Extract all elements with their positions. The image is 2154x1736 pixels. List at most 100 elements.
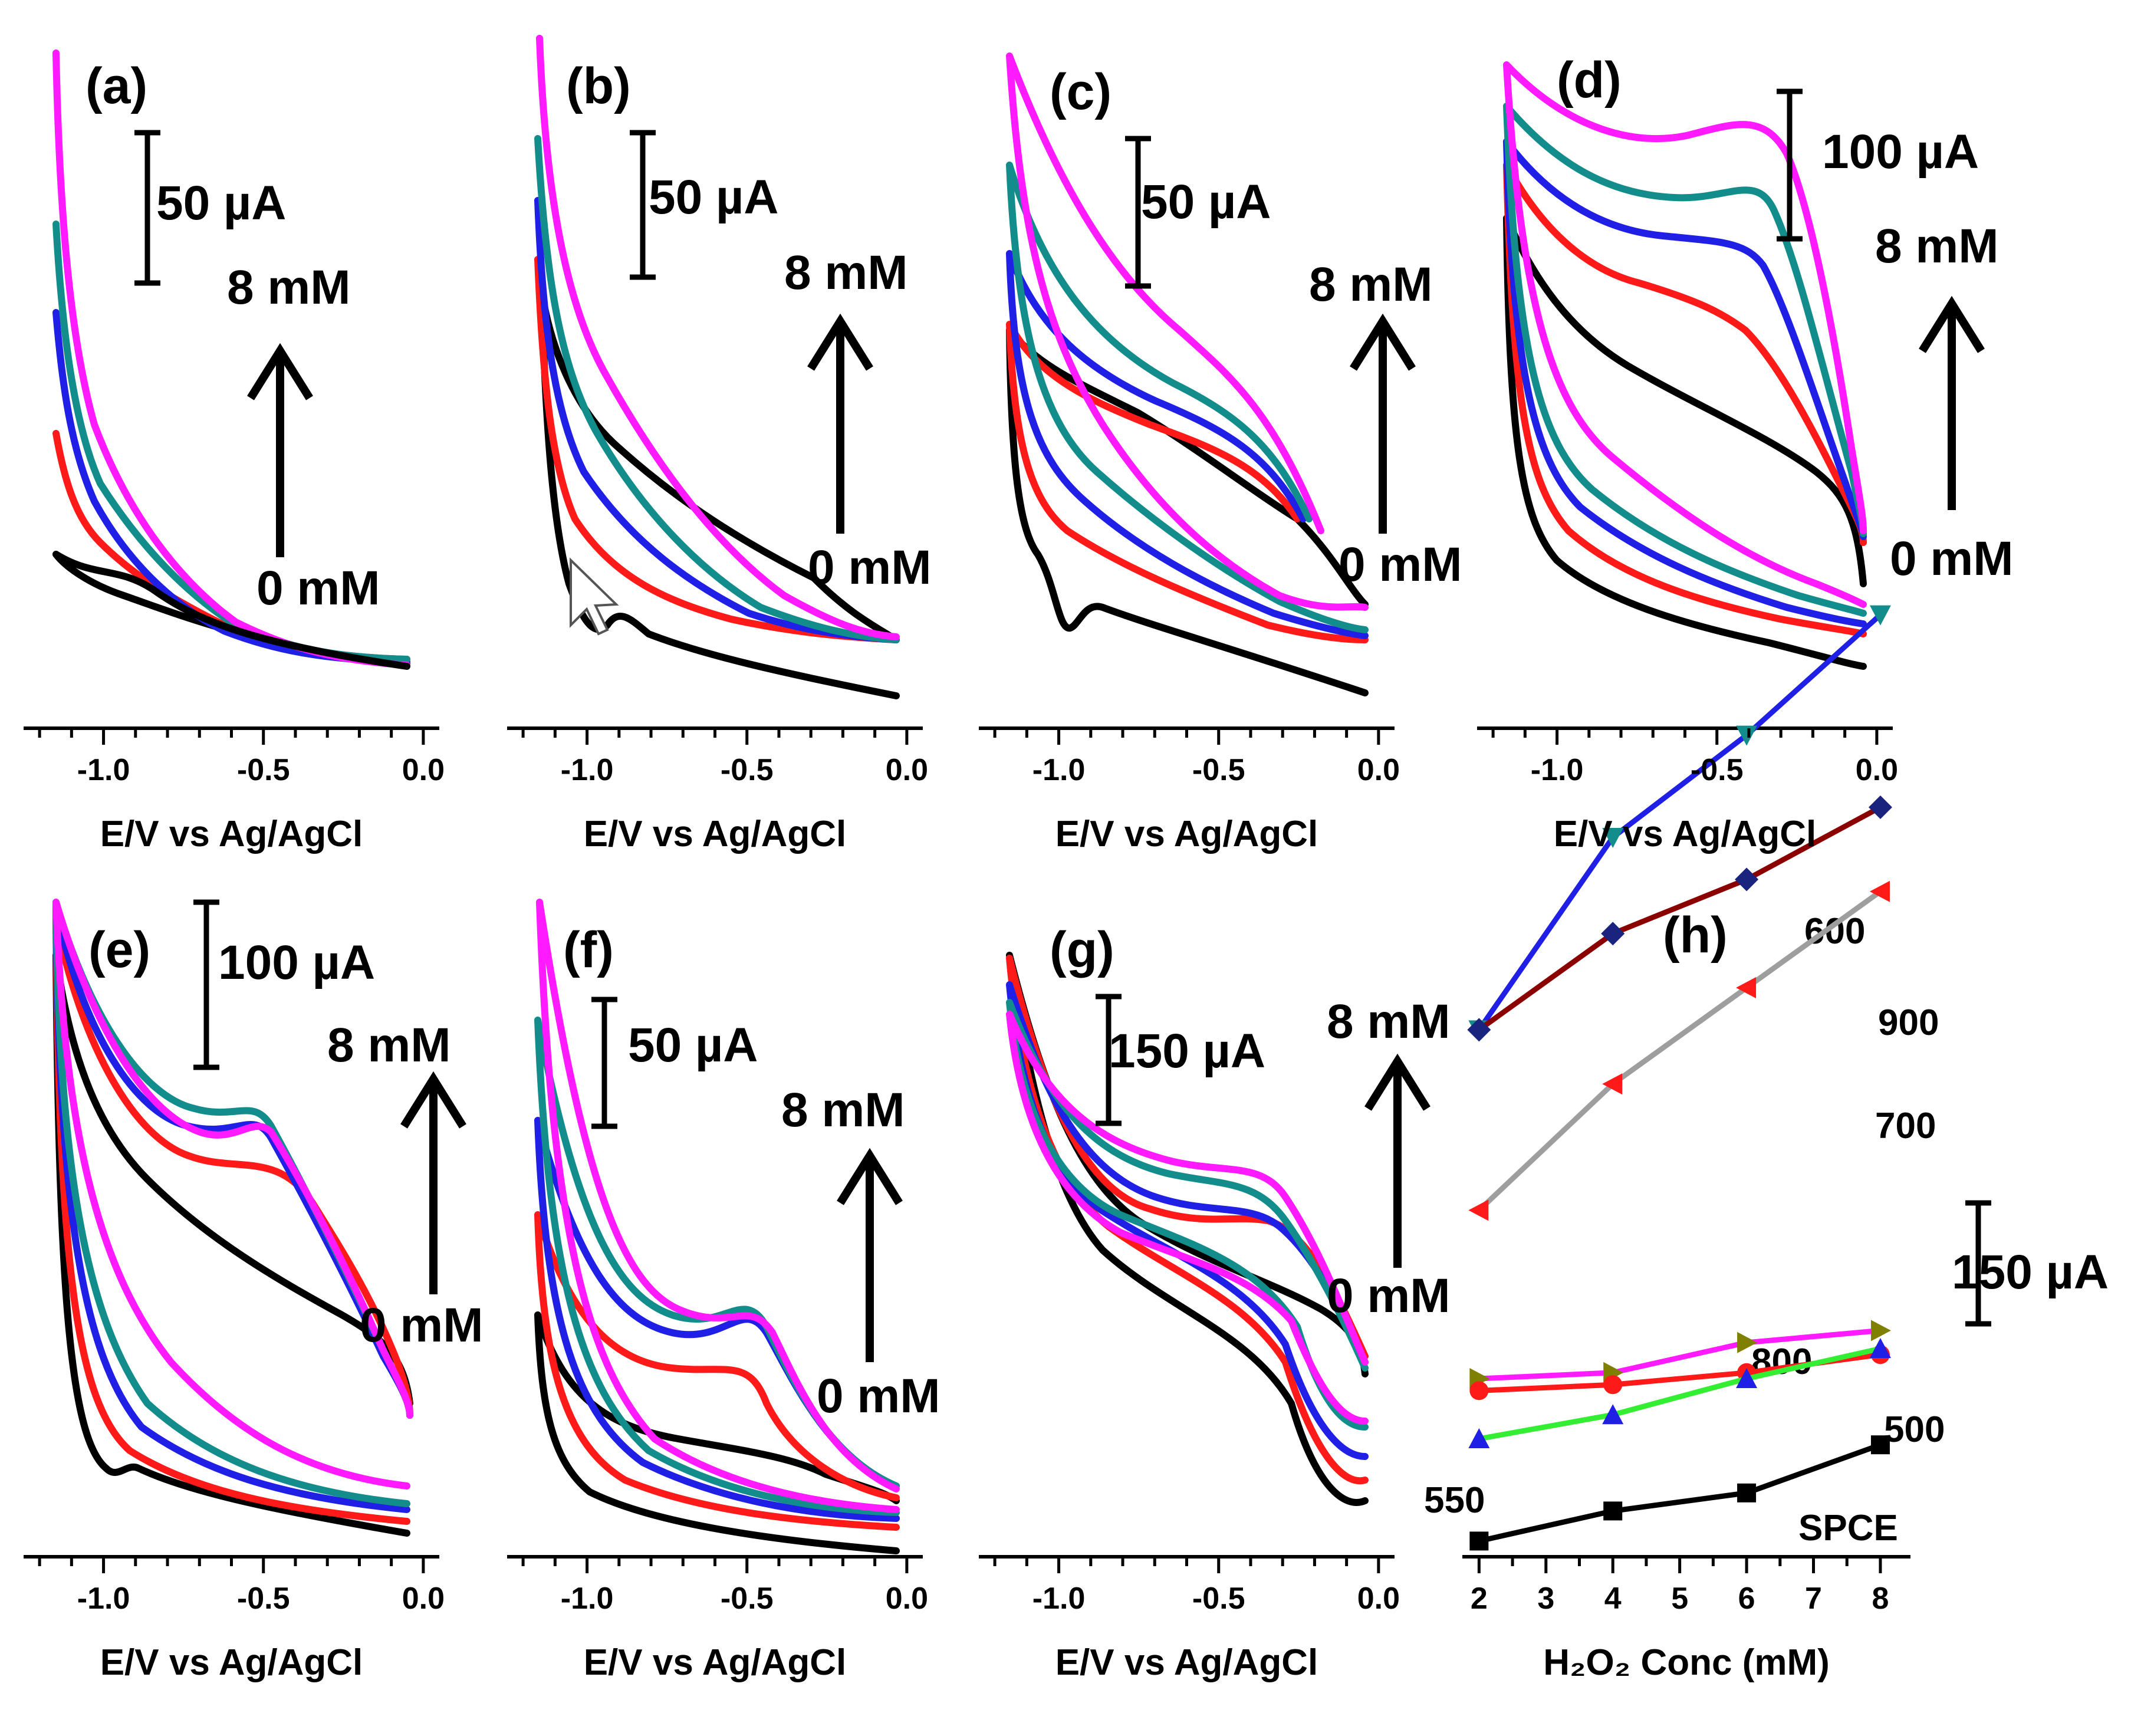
scale-bar [193, 899, 219, 1070]
cv-curves-c [1006, 52, 1369, 696]
conc-high-label: 8 mM [784, 246, 908, 300]
x-axis-title: H₂O₂ Conc (mM) [1543, 1642, 1830, 1683]
arrow-up-icon [807, 313, 873, 534]
cv-curve-4mM [534, 197, 900, 643]
scale-bar [630, 130, 656, 280]
conc-high-label: 8 mM [1327, 995, 1451, 1048]
cv-curve-2mM [534, 256, 900, 643]
scale-bar-label: 100 µA [218, 936, 375, 989]
x-axis-title: E/V vs Ag/AgCl [1055, 814, 1318, 854]
panel-b: (b) 50 µA 8 mM 0 mM [507, 35, 932, 730]
tick-label: 0.0 [402, 1582, 445, 1616]
x-axis-ticks: -1.0 -0.5 0.0 E/V vs Ag/AgCl [521, 1557, 928, 1683]
data-point [1735, 867, 1759, 892]
tick-label: -1.0 [561, 1582, 614, 1616]
data-point [1603, 1501, 1623, 1521]
cv-curve-8mM [536, 899, 900, 1513]
cv-curve-8mM [1503, 61, 1867, 608]
series-700: 700 [1468, 880, 1936, 1221]
x-axis-title: E/V vs Ag/AgCl [100, 814, 363, 854]
data-point [1469, 1531, 1489, 1551]
panel-f: (f) 50 µA 8 mM 0 mM [507, 899, 940, 1559]
tick-label: -1.0 [561, 753, 614, 787]
x-axis-title: E/V vs Ag/AgCl [1055, 1642, 1318, 1683]
panel-label: (d) [1557, 52, 1622, 108]
conc-low-label: 0 mM [1339, 538, 1462, 591]
cv-curve-2mM [1503, 162, 1867, 637]
tick-label: -0.5 [721, 1582, 774, 1616]
tick-label: -1.0 [1032, 1582, 1086, 1616]
data-point [1869, 1338, 1891, 1358]
data-point [1869, 605, 1891, 626]
tick-label: -1.0 [1032, 753, 1086, 787]
tick-label: -0.5 [721, 753, 774, 787]
data-point [1737, 1483, 1757, 1502]
cv-curve-2mM [52, 916, 413, 1525]
x-axis-ticks: -1.0 -0.5 0.0 E/V vs Ag/AgCl [993, 728, 1400, 854]
cv-curve-4mM [1503, 138, 1867, 627]
series-line [1476, 613, 1882, 1031]
data-point [1737, 1331, 1758, 1353]
panel-label: (e) [88, 922, 150, 978]
series-spce: SPCE [1469, 1435, 1898, 1551]
scale-bar-label: 150 µA [1952, 1245, 2109, 1299]
cv-curve-8mM [536, 35, 900, 640]
x-axis-title: E/V vs Ag/AgCl [100, 1642, 363, 1683]
tick-label: -1.0 [1531, 753, 1584, 787]
series-line [1477, 805, 1882, 1033]
x-axis-ticks: -1.0 -0.5 0.0 E/V vs Ag/AgCl [993, 1557, 1400, 1683]
tick-label: 3 [1537, 1582, 1554, 1616]
tick-label: 0.0 [1856, 753, 1898, 787]
conc-high-label: 8 mM [781, 1083, 905, 1137]
scale-bar [1096, 994, 1122, 1126]
series-label: 900 [1878, 1002, 1939, 1043]
x-axis-title: E/V vs Ag/AgCl [584, 814, 847, 854]
scale-bar [1777, 88, 1803, 242]
conc-high-label: 8 mM [1309, 258, 1433, 311]
panel-g: (g) 150 µA 8 mM 0 mM [979, 922, 1451, 1559]
data-point [1468, 1428, 1490, 1448]
conc-low-label: 0 mM [1327, 1269, 1451, 1323]
arrow-up-icon [1350, 313, 1416, 534]
panel-label: (a) [85, 58, 147, 114]
tick-label: -0.5 [237, 1582, 290, 1616]
scale-bar [134, 130, 160, 286]
cv-curves-e [52, 899, 413, 1537]
series-line [1477, 889, 1882, 1212]
series-label: 600 [1804, 911, 1865, 952]
x-axis-ticks: -1.0 -0.5 0.0 E/V vs Ag/AgCl [38, 1557, 445, 1683]
tick-label: -1.0 [77, 1582, 130, 1616]
series-line [1478, 1346, 1881, 1442]
tick-label: -0.5 [1691, 753, 1744, 787]
panel-a: (a) 50 µA 8 mM 0 mM [24, 50, 439, 730]
tick-label: 0.0 [402, 753, 445, 787]
cv-curve-0mM [1006, 327, 1369, 696]
cv-curve-0mM-return [1006, 327, 1369, 608]
data-point [1467, 1018, 1491, 1042]
series-600: 600 [1468, 605, 1891, 1041]
tick-label: -1.0 [77, 753, 130, 787]
cv-curve-6mM [1503, 103, 1867, 617]
x-axis-ticks: -1.0 -0.5 0.0 E/V vs Ag/AgCl [521, 728, 928, 854]
cv-curves-a [52, 50, 410, 670]
tick-label: 0.0 [886, 1582, 928, 1616]
cv-curve-0mM-return [52, 551, 410, 670]
cv-curve-2mM [1006, 321, 1369, 643]
x-axis-ticks: -1.0 -0.5 0.0 E/V vs Ag/AgCl [1491, 728, 1898, 854]
tick-label: 8 [1872, 1582, 1889, 1616]
panel-label: (b) [566, 58, 631, 114]
panel-c: (c) 50 µA 8 mM 0 mM [979, 52, 1462, 730]
data-point [1601, 922, 1625, 946]
scale-bar-label: 100 µA [1822, 125, 1979, 179]
scale-bar-label: 50 µA [156, 176, 286, 230]
tick-label: 4 [1604, 1582, 1622, 1616]
series-label: 500 [1884, 1409, 1945, 1450]
conc-low-label: 0 mM [360, 1298, 484, 1352]
tick-label: 2 [1471, 1582, 1488, 1616]
cv-curve-4mM [1006, 250, 1369, 639]
series-550: 550 [1424, 1338, 1891, 1521]
conc-low-label: 0 mM [256, 561, 380, 615]
